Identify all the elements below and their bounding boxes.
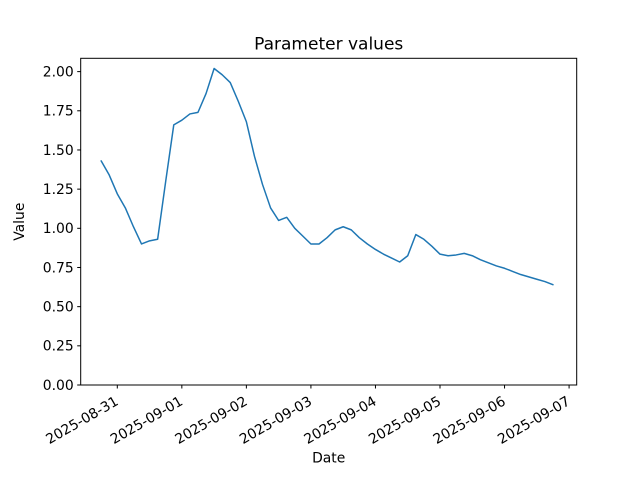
plot-area-border — [80, 57, 578, 386]
y-tick-label: 0.25 — [43, 339, 74, 355]
x-tick-label: 2025-09-07 — [495, 394, 573, 448]
x-tick-label: 2025-09-06 — [431, 394, 509, 448]
y-axis-ticks: 0.00 0.25 0.50 0.75 1.00 1.25 1.50 1.75 2.00 — [43, 64, 81, 394]
y-axis-label: Value — [12, 203, 28, 241]
x-tick-label: 2025-09-04 — [302, 394, 380, 448]
x-tick-label: 2025-09-05 — [366, 394, 444, 448]
x-axis-label: Date — [312, 451, 345, 467]
x-tick-label: 2025-09-03 — [237, 394, 315, 448]
y-tick-label: 1.75 — [43, 104, 74, 120]
x-tick-label: 2025-09-02 — [172, 394, 250, 448]
y-tick-label: 0.00 — [43, 378, 74, 394]
y-tick-label: 1.00 — [43, 221, 74, 237]
x-tick-label: 2025-09-01 — [108, 394, 186, 448]
x-tick-label: 2025-08-31 — [43, 394, 121, 448]
y-tick-label: 1.25 — [43, 182, 74, 198]
series-line — [100, 67, 554, 286]
y-tick-label: 2.00 — [43, 64, 74, 80]
y-tick-label: 0.50 — [43, 299, 74, 315]
x-axis-ticks: 2025-08-312025-09-012025-09-022025-09-03… — [43, 385, 573, 448]
y-tick-label: 1.50 — [43, 143, 74, 159]
chart-title: Parameter values — [254, 35, 403, 55]
y-tick-label: 0.75 — [43, 260, 74, 276]
